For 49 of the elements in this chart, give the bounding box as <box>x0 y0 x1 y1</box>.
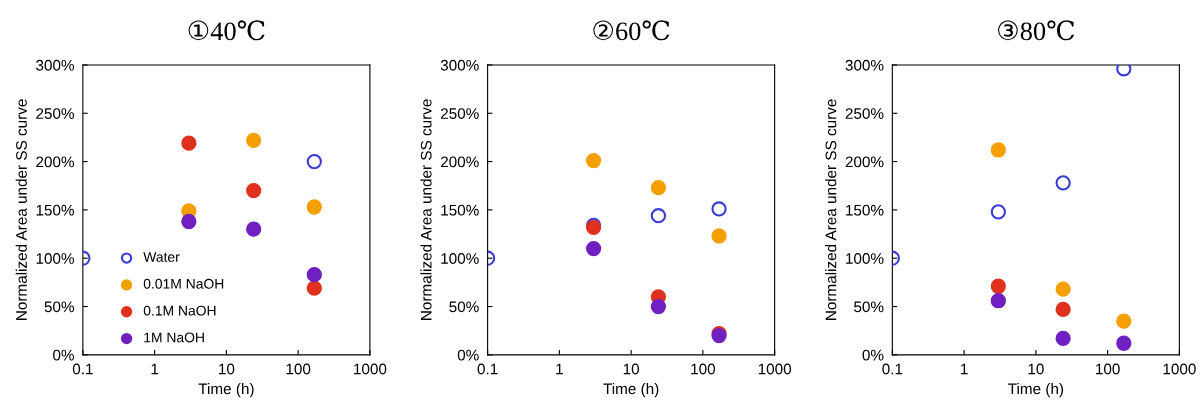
y-tick-label: 200% <box>36 156 74 168</box>
y-tick-label: 300% <box>845 59 884 71</box>
y-tick-label: 50% <box>44 301 74 313</box>
y-axis-title: Normalized Area under SS curve <box>15 99 27 320</box>
chart-title: ③80℃ <box>998 20 1075 41</box>
y-tick-label: 100% <box>36 253 74 264</box>
x-tick-label: 10 <box>219 363 235 375</box>
x-tick-label: 10 <box>623 363 640 375</box>
y-tick-label: 50% <box>854 301 884 313</box>
x-tick-label: 100 <box>1096 363 1120 375</box>
x-tick-label: 1 <box>556 363 563 375</box>
y-tick-label: 250% <box>440 108 479 119</box>
y-tick-label: 0% <box>457 349 479 361</box>
y-tick-label: 100% <box>846 253 884 264</box>
y-tick-label: 200% <box>845 156 884 168</box>
y-tick-label: 250% <box>36 108 74 119</box>
legend-label: 0.1M NaOH <box>143 305 216 316</box>
y-tick-label: 150% <box>36 204 74 216</box>
y-tick-label: 200% <box>440 156 479 168</box>
y-tick-label: 150% <box>441 204 479 216</box>
x-tick-label: 100 <box>691 363 716 375</box>
y-tick-label: 0% <box>862 349 884 361</box>
x-tick-label: 1 <box>151 363 159 375</box>
y-tick-label: 250% <box>845 108 884 119</box>
x-tick-label: 0.1 <box>72 363 93 375</box>
x-axis-title: Time (h) <box>1008 382 1064 398</box>
y-axis-title: Normalized Area under SS curve <box>420 99 432 320</box>
y-tick-label: 150% <box>846 204 884 216</box>
x-tick-label: 1000 <box>758 363 792 375</box>
x-tick-label: 0.1 <box>882 363 903 375</box>
x-axis-title: Time (h) <box>603 382 659 398</box>
x-tick-label: 100 <box>286 363 311 375</box>
y-tick-label: 100% <box>441 253 479 264</box>
chart-title: ①40℃ <box>188 20 265 41</box>
x-tick-label: 0.1 <box>477 363 498 375</box>
x-axis-title: Time (h) <box>198 382 254 398</box>
y-tick-label: 300% <box>36 59 74 71</box>
x-tick-label: 1 <box>961 363 968 375</box>
legend-label: Water <box>143 252 180 262</box>
x-tick-label: 1000 <box>1163 363 1196 375</box>
y-tick-label: 50% <box>449 301 479 313</box>
legend-label: 1M NaOH <box>144 332 204 343</box>
y-tick-label: 300% <box>440 59 479 71</box>
legend-label: 0.01M NaOH <box>143 278 224 289</box>
y-tick-label: 0% <box>53 349 74 361</box>
x-tick-label: 10 <box>1028 363 1044 375</box>
x-tick-label: 1000 <box>354 363 387 375</box>
y-axis-title: Normalized Area under SS curve <box>825 99 837 320</box>
chart-title: ②60℃ <box>593 20 670 41</box>
